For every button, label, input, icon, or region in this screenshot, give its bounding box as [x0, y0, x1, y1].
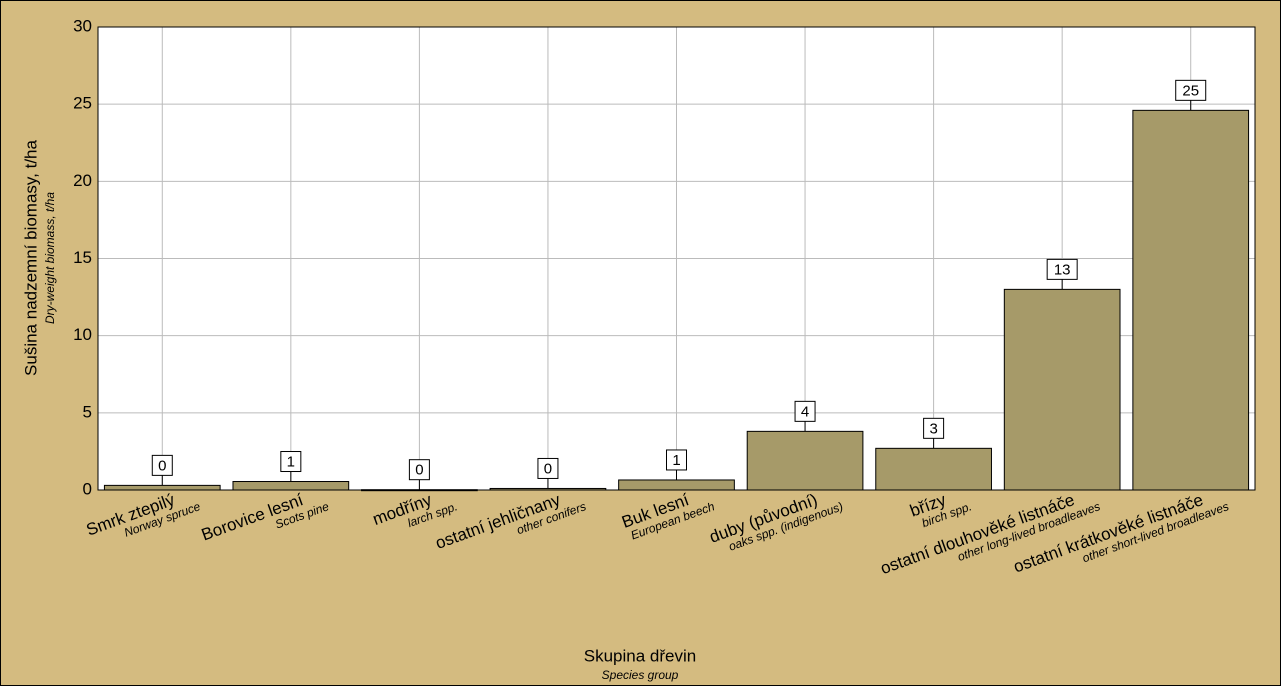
bar: [232, 481, 350, 491]
plot-frame: [97, 26, 1256, 491]
value-label-box: [1046, 258, 1078, 280]
y-tick-label: 30: [73, 16, 92, 35]
value-label-box: [923, 417, 945, 439]
value-label: 1: [672, 452, 680, 469]
bar: [618, 479, 735, 491]
y-tick-label: 20: [73, 171, 92, 190]
value-label-box: [280, 451, 302, 473]
y-tick-label: 0: [83, 479, 92, 498]
x-axis-sublabel: Species group: [602, 668, 679, 682]
value-label: 3: [929, 420, 937, 437]
value-label-box: [408, 459, 430, 481]
y-axis-label: Sušina nadzemní biomasy, t/ha: [21, 139, 40, 375]
value-label: 13: [1054, 261, 1071, 278]
value-label: 1: [287, 453, 295, 470]
bar: [1132, 109, 1250, 491]
x-axis-label: Skupina dřevin: [584, 646, 696, 665]
value-label: 4: [801, 403, 809, 420]
value-label: 0: [415, 462, 423, 479]
value-label-box: [537, 457, 559, 479]
y-tick-label: 25: [73, 94, 92, 113]
bar: [875, 447, 992, 491]
value-label: 0: [158, 457, 166, 474]
value-label: 25: [1182, 82, 1199, 99]
value-label-box: [1175, 79, 1207, 101]
bar: [746, 430, 864, 491]
value-label-box: [666, 449, 687, 471]
y-tick-label: 15: [73, 248, 92, 267]
y-axis-sublabel: Dry-weight biomass, t/ha: [43, 192, 57, 324]
y-tick-label: 10: [73, 325, 92, 344]
y-tick-label: 5: [83, 402, 92, 421]
bar: [103, 484, 221, 491]
bar: [1003, 288, 1121, 491]
value-label-box: [151, 454, 173, 476]
value-label: 0: [544, 460, 552, 477]
value-label-box: [794, 400, 816, 422]
